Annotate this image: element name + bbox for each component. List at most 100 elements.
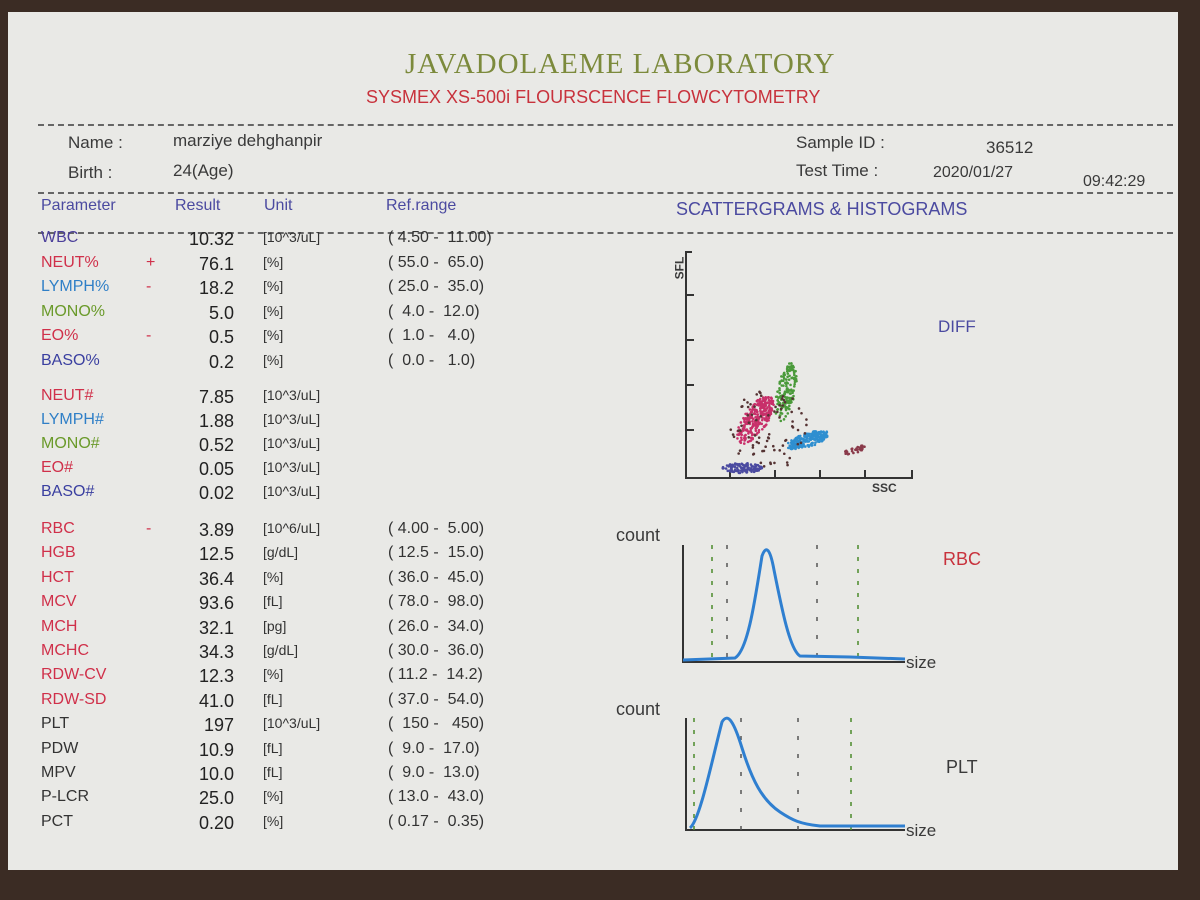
ref-range: ( 12.5 - 15.0) xyxy=(388,544,485,562)
scatter-dot xyxy=(786,366,789,369)
scatter-dot xyxy=(784,382,788,386)
ref-range: ( 26.0 - 34.0) xyxy=(388,617,485,635)
divider xyxy=(38,192,1173,194)
scatter-dot xyxy=(762,465,766,468)
unit: [10^3/uL] xyxy=(263,483,321,499)
scatter-dot xyxy=(770,407,773,410)
scatter-dot xyxy=(781,404,784,407)
ref-range: ( 36.0 - 45.0) xyxy=(388,568,485,586)
scatter-dot xyxy=(856,450,860,454)
scatter-dot xyxy=(802,444,805,447)
scatter-dot xyxy=(740,405,743,409)
patient-name: marziye dehghanpir xyxy=(173,131,323,150)
rbc-marker xyxy=(711,545,859,662)
scatter-dot xyxy=(741,470,744,474)
result: 10.32 xyxy=(188,229,234,249)
scatter-dot xyxy=(752,467,755,471)
parameter-name: HGB xyxy=(41,544,76,562)
scatter-dot xyxy=(813,434,817,437)
y-axis-label: count xyxy=(616,525,661,545)
parameter-name: LYMPH% xyxy=(41,278,110,295)
rbc-axis xyxy=(682,545,905,663)
scatter-dot xyxy=(798,434,802,438)
scatter-dot xyxy=(778,391,782,395)
scatter-dot xyxy=(755,403,759,407)
unit: [10^3/uL] xyxy=(263,459,321,475)
time-label: Test Time : xyxy=(796,161,879,180)
scatter-dot xyxy=(770,400,773,403)
scatter-dot xyxy=(796,436,800,440)
title: JAVADOLAEME LABORATORY xyxy=(405,48,836,80)
scatter-dot xyxy=(753,405,756,408)
scatter-dot xyxy=(785,398,788,402)
scatter-dot xyxy=(781,444,785,447)
scatter-dot xyxy=(847,452,851,456)
scatter-dot xyxy=(805,418,808,421)
parameter-name: MONO% xyxy=(41,302,105,320)
ref-range: ( 37.0 - 54.0) xyxy=(388,690,485,708)
scatter-dot xyxy=(743,464,747,468)
scatter-dot xyxy=(788,374,791,378)
column-header: Ref.range xyxy=(386,197,457,214)
scatter-dot xyxy=(751,443,755,447)
unit: [fL] xyxy=(263,739,283,756)
column-header: Unit xyxy=(264,197,293,214)
scatter-dot xyxy=(854,448,857,452)
scatter-dot xyxy=(746,405,750,409)
parameter-name: LYMPH# xyxy=(41,411,104,428)
scatter-dot xyxy=(761,413,764,417)
scatter-dot xyxy=(746,440,750,444)
ref-range: ( 4.00 - 5.00) xyxy=(388,520,485,537)
scatter-dot xyxy=(788,389,792,392)
parameter-name: MCHC xyxy=(41,642,89,659)
scatter-dot xyxy=(756,431,759,435)
scatter-dot xyxy=(750,431,753,434)
scatter-dot xyxy=(748,412,752,416)
scatter-dot xyxy=(787,378,791,381)
column-header: Parameter xyxy=(41,197,116,214)
scatter-dot xyxy=(779,394,782,398)
scatter-dot xyxy=(792,377,796,380)
scatter-dot xyxy=(773,410,776,413)
scatter-dot xyxy=(785,384,788,388)
scatter-dot xyxy=(757,428,761,432)
scatter-dot xyxy=(773,461,776,465)
y-axis-label: count xyxy=(616,699,661,719)
scatter-dot xyxy=(786,441,790,445)
ref-range: ( 4.50 - 11.00) xyxy=(388,229,492,246)
scatter-dot xyxy=(785,461,789,464)
graphs xyxy=(682,251,913,831)
scatter-dot xyxy=(783,400,787,404)
scatter-dot xyxy=(776,410,779,414)
result: 0.2 xyxy=(208,351,234,372)
scatter-dot xyxy=(756,424,759,428)
scatter-dot xyxy=(779,411,782,415)
rbc-marker xyxy=(726,545,818,662)
scatter-dot xyxy=(724,467,728,470)
scatter-dot xyxy=(797,407,801,410)
result: 12.3 xyxy=(198,666,234,687)
ref-range: ( 25.0 - 35.0) xyxy=(388,278,485,295)
scatter-dot xyxy=(749,402,752,406)
graphs-title: SCATTERGRAMS & HISTOGRAMS xyxy=(676,199,968,219)
scatter-dot xyxy=(764,418,767,422)
scatter-dot xyxy=(759,394,763,398)
scatter-dot xyxy=(737,452,740,455)
scatter-dot xyxy=(780,375,783,378)
scatter-dot xyxy=(765,439,769,443)
scatter-dot xyxy=(778,387,781,390)
scatter-dot xyxy=(759,391,762,395)
parameter-name: P-LCR xyxy=(41,788,90,806)
parameter-name: MONO# xyxy=(41,435,100,452)
unit: [%] xyxy=(263,812,284,829)
scatter-dot xyxy=(790,445,793,449)
scatter-dot xyxy=(751,453,755,456)
result: 93.6 xyxy=(198,593,234,614)
scatter-dot xyxy=(768,409,771,412)
scatter-dot xyxy=(792,365,795,369)
scatter-dot xyxy=(807,445,811,448)
scatter-dot xyxy=(750,413,754,416)
scatter-dot xyxy=(779,407,783,411)
flag: - xyxy=(146,278,152,295)
unit: [%] xyxy=(263,666,284,683)
